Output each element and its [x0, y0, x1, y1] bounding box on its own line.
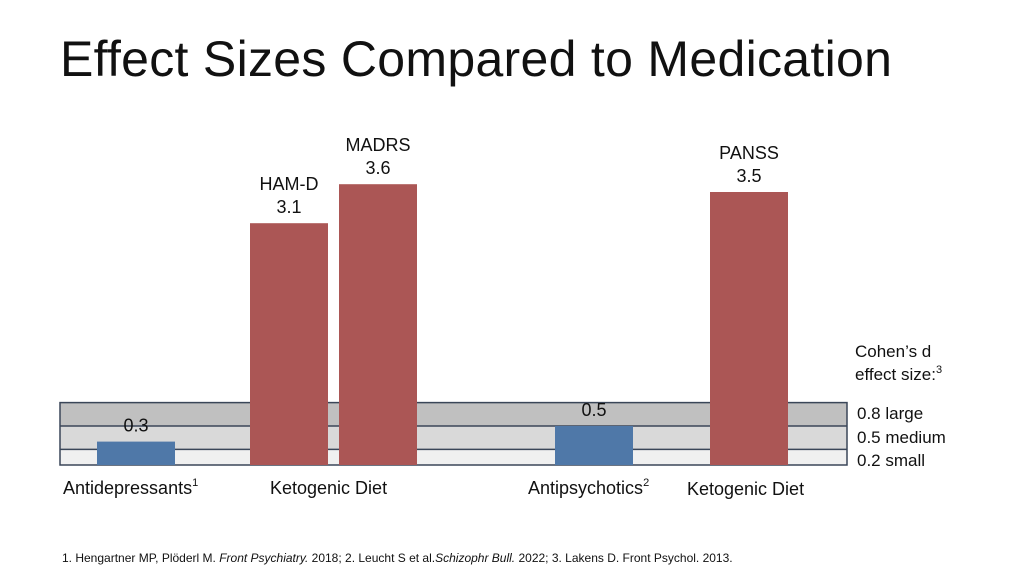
bar-panss [710, 192, 788, 465]
slide-title: Effect Sizes Compared to Medication [60, 31, 893, 87]
value-label: 3.1 [276, 197, 301, 217]
category-label: Antidepressants1 [63, 477, 198, 498]
bar-antidepressants [97, 441, 175, 465]
footnote-text: 1. Hengartner MP, Plöderl M. [62, 551, 220, 565]
bar-antipsychotics [555, 426, 633, 465]
measure-label: PANSS [719, 143, 779, 163]
legend-heading-line2: effect size:3 [855, 364, 942, 384]
legend-heading-line1: Cohen’s d [855, 342, 931, 361]
footnote-text: 2022; 3. Lakens D. Front Psychol. 2013. [515, 551, 733, 565]
journal-name: Front Psychiatry. [219, 551, 309, 565]
bar-labels: 0.3 3.1 HAM-D 3.6 MADRS 0.5 3.5 PANSS [123, 135, 778, 435]
measure-label: HAM-D [260, 174, 319, 194]
value-label: 3.5 [736, 166, 761, 186]
measure-label: MADRS [345, 135, 410, 155]
bar-ham-d [250, 223, 328, 465]
category-label: Ketogenic Diet [270, 478, 387, 498]
bar-madrs [339, 184, 417, 465]
band-outline [59, 401, 848, 466]
legend-item: 0.2 small [857, 451, 925, 470]
category-labels: Antidepressants1 Ketogenic Diet Antipsycho… [63, 477, 804, 499]
footnote-text: 2018; 2. Leucht S et al. [308, 551, 436, 565]
bars [97, 184, 788, 465]
legend-item: 0.8 large [857, 404, 923, 423]
category-label: Antipsychotics2 [528, 477, 649, 498]
journal-name: Schizophr Bull. [435, 551, 516, 565]
category-label: Ketogenic Diet [687, 479, 804, 499]
legend-item: 0.5 medium [857, 428, 946, 447]
value-label: 0.5 [581, 400, 606, 420]
value-label: 0.3 [123, 416, 148, 436]
effect-size-legend: Cohen’s d effect size:3 0.8 large 0.5 mediu… [855, 342, 946, 470]
footnote-references: 1. Hengartner MP, Plöderl M. Front Psych… [62, 551, 733, 565]
value-label: 3.6 [365, 158, 390, 178]
